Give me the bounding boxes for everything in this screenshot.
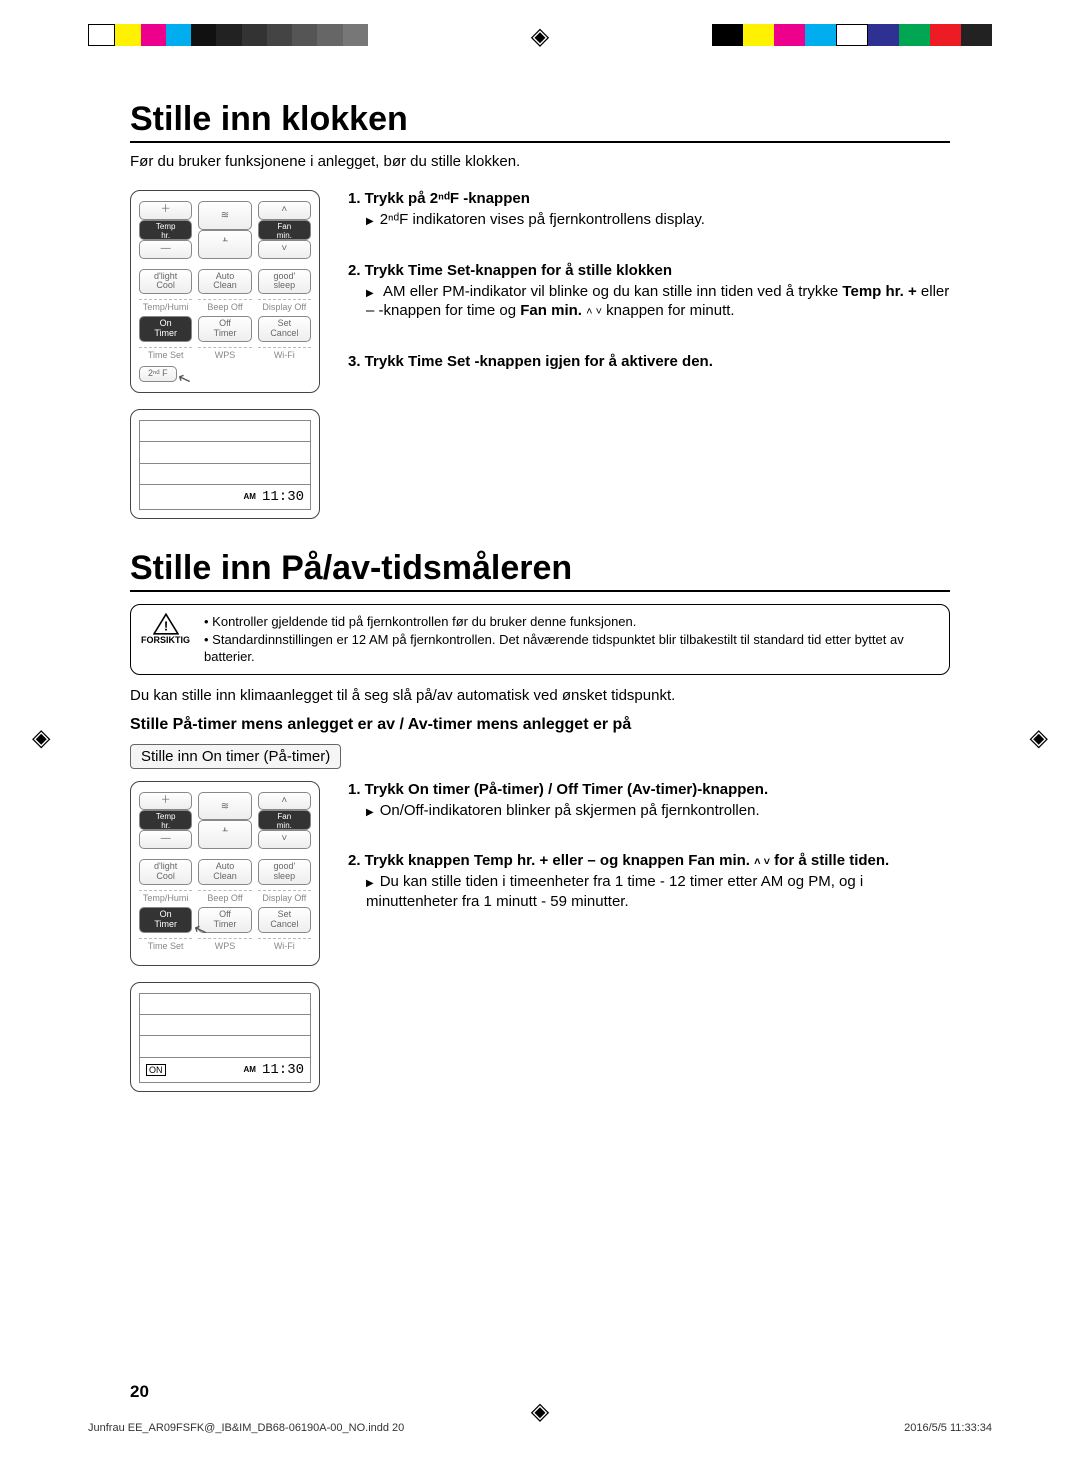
heading-set-clock: Stille inn klokken — [130, 100, 950, 143]
remote2-fan-down: ˅ — [258, 830, 311, 849]
display-on-indicator: ON — [146, 1064, 166, 1076]
remote-good-sleep: good' sleep — [258, 269, 311, 295]
remote-label-beepoff: Beep Off — [198, 299, 251, 312]
remote-label-wifi: Wi-Fi — [258, 347, 311, 360]
remote-label-temphumi: Temp/Humi — [139, 299, 192, 312]
step1-sub: 2ⁿᵈF indikatoren vises på fjernkontrolle… — [366, 210, 950, 230]
step3-title: 3. Trykk Time Set -knappen igjen for å a… — [348, 353, 950, 370]
registration-mark-right: ◈ — [1030, 724, 1048, 753]
remote2-fan-min: Fan min. — [258, 810, 311, 830]
footer-timestamp: 2016/5/5 11:33:34 — [904, 1422, 992, 1434]
page-number: 20 — [130, 1382, 149, 1402]
display2-time: 11:30 — [262, 1062, 304, 1078]
display2-am: AM — [244, 1065, 256, 1074]
remote-2ndf-button: 2ⁿᵈ F — [139, 366, 177, 382]
remote-set-cancel: Set Cancel — [258, 316, 311, 342]
step2-sub: AM eller PM-indikator vil blinke og du k… — [366, 282, 950, 321]
remote2-set-cancel: Set Cancel — [258, 907, 311, 933]
s2-step1-sub: On/Off-indikatoren blinker på skjermen p… — [366, 801, 950, 821]
remote2-minus: — — [139, 830, 192, 849]
remote2-fan-up: ˄ — [258, 792, 311, 811]
heading-on-off-timer: Stille inn På/av-tidsmåleren — [130, 549, 950, 592]
remote-label-wps: WPS — [198, 347, 251, 360]
remote-label-timeset: Time Set — [139, 347, 192, 360]
remote2-on-timer: On Timer — [139, 907, 192, 933]
step2-title: 2. Trykk Time Set-knappen for å stille k… — [348, 262, 950, 279]
remote2-vane: ⫠ — [198, 820, 251, 849]
remote2-plus: ＋ — [139, 792, 192, 811]
remote-label-displayoff: Display Off — [258, 299, 311, 312]
remote2-dlight: d'light Cool — [139, 859, 192, 885]
sub-heading: Stille På-timer mens anlegget er av / Av… — [130, 716, 950, 734]
remote-temp-hr: Temp hr. — [139, 220, 192, 240]
caution-text: Kontroller gjeldende tid på fjernkontrol… — [204, 613, 939, 666]
display-time-value: 11:30 — [262, 489, 304, 505]
print-footer: Junfrau EE_AR09FSFK@_IB&IM_DB68-06190A-0… — [88, 1422, 992, 1434]
remote-minus-button: — — [139, 240, 192, 259]
remote2-autoclean: Auto Clean — [198, 859, 251, 885]
remote-plus-button: ＋ — [139, 201, 192, 220]
printer-colorbar-right — [712, 24, 992, 46]
remote2-goodsleep: good' sleep — [258, 859, 311, 885]
remote-swing-button: ≋ — [198, 201, 251, 230]
s2-step1-title: 1. Trykk On timer (På-timer) / Off Timer… — [348, 781, 950, 798]
registration-mark-top: ◈ — [531, 22, 549, 51]
svg-text:!: ! — [163, 619, 167, 634]
remote-fan-min: Fan min. — [258, 220, 311, 240]
remote-display-2: ON AM 11:30 — [130, 982, 320, 1092]
step1-title: 1. Trykk på 2ⁿᵈF -knappen — [348, 190, 950, 207]
footer-filename: Junfrau EE_AR09FSFK@_IB&IM_DB68-06190A-0… — [88, 1422, 404, 1434]
intro-text: Før du bruker funksjonene i anlegget, bø… — [130, 153, 950, 170]
s2-step2-title: 2. Trykk knappen Temp hr. + eller – og k… — [348, 852, 950, 869]
remote-illustration-2: ＋ Temp hr. — ≋ ⫠ ˄ Fan min. ˅ — [130, 781, 320, 966]
remote-fan-up: ˄ — [258, 201, 311, 220]
registration-mark-left: ◈ — [32, 724, 50, 753]
display-am-indicator: AM — [244, 492, 256, 501]
caution-box: ! FORSIKTIG Kontroller gjeldende tid på … — [130, 604, 950, 675]
remote-off-timer: Off Timer — [198, 316, 251, 342]
printer-colorbar-left — [88, 24, 368, 46]
body-text-2: Du kan stille inn klimaanlegget til å se… — [130, 687, 950, 704]
remote2-temp-hr: Temp hr. — [139, 810, 192, 830]
remote-dlight-cool: d'light Cool — [139, 269, 192, 295]
remote-vane-button: ⫠ — [198, 230, 251, 259]
s2-step2-sub: Du kan stille tiden i timeenheter fra 1 … — [366, 872, 950, 911]
remote-illustration-1: ＋ Temp hr. — ≋ ⫠ ˄ Fan min. ˅ — [130, 190, 320, 393]
remote-auto-clean: Auto Clean — [198, 269, 251, 295]
remote2-swing: ≋ — [198, 792, 251, 821]
remote-display-1: AM 11:30 — [130, 409, 320, 519]
remote-on-timer: On Timer — [139, 316, 192, 342]
caution-icon: ! FORSIKTIG — [141, 613, 190, 666]
remote-fan-down: ˅ — [258, 240, 311, 259]
tab-on-timer: Stille inn On timer (På-timer) — [130, 744, 341, 769]
